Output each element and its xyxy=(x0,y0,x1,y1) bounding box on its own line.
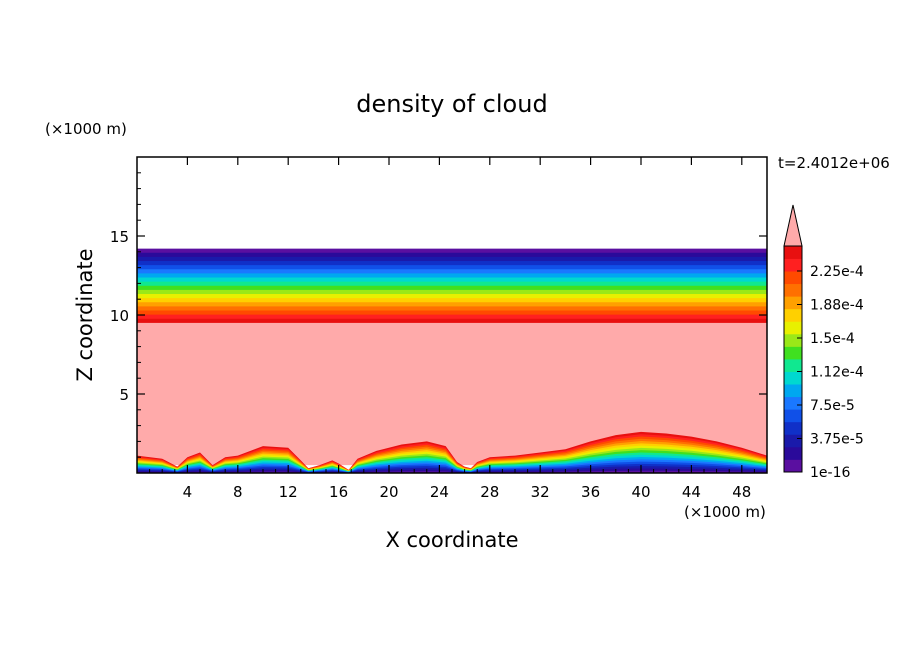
x-tick-label: 16 xyxy=(329,483,348,501)
colorbar-swatch xyxy=(784,333,802,347)
x-axis: 4 8 12 16 20 24 28 32 36 40 44 48 xyxy=(149,157,755,501)
x-tick-label: 28 xyxy=(480,483,499,501)
upper-layer-band xyxy=(137,294,767,299)
colorbar-swatch xyxy=(784,371,802,385)
colorbar-swatch xyxy=(784,346,802,360)
colorbar-tick-label: 3.75e-5 xyxy=(810,432,864,448)
x-tick-label: 24 xyxy=(430,483,449,501)
y-tick-label: 5 xyxy=(119,386,129,404)
upper-layer-band xyxy=(137,281,767,287)
upper-layer-band xyxy=(137,269,767,274)
x-tick-label: 20 xyxy=(379,483,398,501)
time-label: t=2.4012e+06 xyxy=(778,154,890,172)
colorbar-tick-label: 2.25e-4 xyxy=(810,264,864,280)
colorbar-swatch xyxy=(784,283,802,297)
colorbar-frame xyxy=(783,245,803,473)
x-tick-label: 36 xyxy=(581,483,600,501)
x-tick-label: 40 xyxy=(631,483,650,501)
upper-layer-band xyxy=(137,265,767,270)
x-tick-label: 12 xyxy=(279,483,298,501)
x-tick-label: 32 xyxy=(531,483,550,501)
colorbar-swatch xyxy=(784,321,802,335)
upper-layer-band xyxy=(137,285,767,291)
colorbar-tick-label: 7.5e-5 xyxy=(810,398,855,414)
y-axis-label: Z coordinate xyxy=(73,248,97,381)
upper-layer-band xyxy=(137,261,767,266)
colorbar-swatch xyxy=(784,296,802,310)
upper-layer-band xyxy=(137,318,767,324)
upper-layer-band xyxy=(137,248,767,254)
x-axis-label: X coordinate xyxy=(385,528,518,552)
x-unit-label: (×1000 m) xyxy=(684,503,766,521)
colorbar-swatch xyxy=(784,384,802,398)
colorbar-swatch xyxy=(784,396,802,410)
colorbar-tick-label: 1.12e-4 xyxy=(810,365,864,381)
upper-layer-band xyxy=(137,314,767,320)
colorbar-over-triangle xyxy=(783,204,803,247)
y-tick-label: 10 xyxy=(110,307,129,325)
upper-layer-band xyxy=(137,289,767,295)
chart-title: density of cloud xyxy=(356,90,547,118)
x-tick-label: 4 xyxy=(183,483,193,501)
colorbar-swatch xyxy=(784,446,802,460)
upper-layer-band xyxy=(137,256,767,262)
x-tick-label: 44 xyxy=(682,483,701,501)
colorbar-swatch xyxy=(784,359,802,372)
colorbar-swatch xyxy=(784,459,802,473)
colorbar-tick-label: 1.5e-4 xyxy=(810,331,855,347)
upper-cloud-layer xyxy=(137,248,767,324)
upper-layer-band xyxy=(137,252,767,258)
colorbar-tick-label: 1e-16 xyxy=(810,465,850,481)
upper-layer-band xyxy=(137,277,767,283)
y-unit-label: (×1000 m) xyxy=(45,120,127,138)
x-tick-label: 8 xyxy=(233,483,243,501)
plot-area xyxy=(137,157,767,473)
colorbar-swatch xyxy=(784,409,802,423)
upper-layer-band xyxy=(137,302,767,307)
colorbar-tick-label: 1.88e-4 xyxy=(810,298,864,314)
y-axis: 5 10 15 xyxy=(110,172,767,458)
x-tick-label: 48 xyxy=(732,483,751,501)
colorbar-swatch xyxy=(784,308,802,322)
colorbar-swatch xyxy=(784,246,802,259)
colorbar-swatch xyxy=(784,434,802,448)
upper-layer-band xyxy=(137,298,767,303)
colorbar-swatch xyxy=(784,271,802,285)
upper-layer-band xyxy=(137,306,767,312)
y-tick-label: 15 xyxy=(110,228,129,246)
colorbar-swatch xyxy=(784,258,802,272)
upper-layer-band xyxy=(137,310,767,316)
colorbar-swatch xyxy=(784,421,802,435)
upper-layer-band xyxy=(137,273,767,279)
colorbar: 2.25e-4 1.88e-4 1.5e-4 1.12e-4 7.5e-5 3.75e-5… xyxy=(783,204,864,481)
surface-cloud-layer xyxy=(137,431,767,473)
